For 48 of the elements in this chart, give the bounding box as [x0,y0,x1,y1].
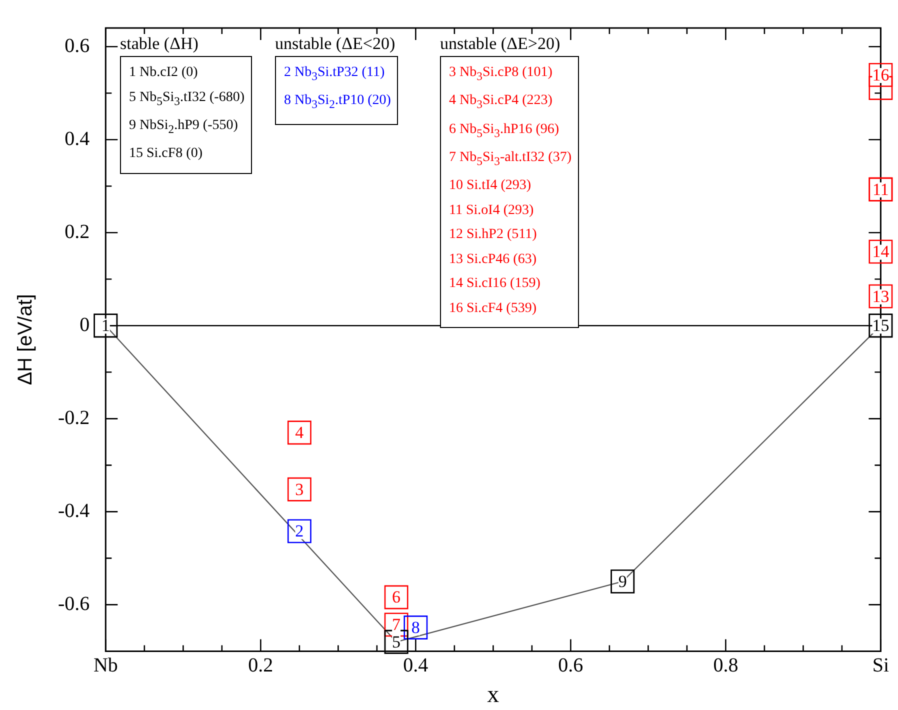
annotation: 3 [295,480,304,499]
annotation: 2 [295,522,304,541]
annotation: 8 Nb$_{3}$Si$_{2}$.tP10 (20) [284,92,391,114]
annotation: 10 Si.tI4 (293) [449,177,532,196]
annotation: stable (ΔH) [120,34,200,54]
y-tick-label: 0.4 [64,128,90,150]
annotation: 1 Nb.cI2 (0) [129,64,199,82]
annotation: 3 Nb$_{3}$Si.cP8 (101) [449,64,554,85]
x-tick-label: Si [872,654,890,676]
annotation: 5 Nb$_{5}$Si$_{3}$.tI32 (-680) [129,88,245,110]
annotation: unstable (ΔE<20) [275,34,396,54]
annotation: 4 [295,423,304,442]
x-tick-label: 0.6 [558,654,584,676]
annotation: 6 Nb$_{5}$Si$_{3}$.hP16 (96) [449,120,560,142]
annotation: 13 [872,286,890,306]
annotation: 13 Si.cP46 (63) [449,250,538,269]
annotation: unstable (ΔE>20) [440,34,562,54]
annotation: 8 [411,618,420,637]
annotation: 1 [101,316,110,336]
annotation: 15 [872,316,890,336]
x-tick-label: 0.4 [403,654,428,676]
x-tick-label: 0.8 [713,654,738,676]
annotation: 7 Nb$_{5}$Si$_{3}$-alt.tI32 (37) [449,148,572,170]
annotation: 7 [392,615,402,634]
x-tick-label: Nb [93,654,118,676]
annotation: 2 Nb$_{3}$Si.tP32 (11) [284,64,386,85]
x-axis-title: x [487,682,500,708]
annotation: 16 [872,65,890,84]
y-tick-label: -0.2 [58,406,90,429]
annotation: 14 [872,242,890,262]
y-tick-label: -0.6 [58,592,90,615]
annotation: 16 Si.cF4 (539) [449,300,538,318]
y-tick-label: 0.6 [64,34,90,57]
annotation: 15 Si.cF8 (0) [129,145,204,164]
annotation: 6 [392,588,401,607]
y-tick-label: -0.4 [58,500,90,522]
annotation: 11 [872,180,889,199]
annotation: 12 Si.hP2 (511) [449,226,538,244]
annotation: 9 NbSi$_{2}$.hP9 (-550) [129,116,239,138]
y-tick-label: 0 [80,314,90,336]
y-axis-title: ΔH [eV/at] [14,294,37,386]
x-tick-label: 0.2 [248,654,274,676]
annotation: 14 Si.cI16 (159) [449,275,542,294]
y-tick-label: 0.2 [64,220,90,243]
annotation: 9 [618,572,627,591]
annotation: 4 Nb$_{3}$Si.cP4 (223) [449,92,554,114]
annotation: 5 [392,632,401,652]
annotation: 11 Si.oI4 (293) [449,202,535,220]
